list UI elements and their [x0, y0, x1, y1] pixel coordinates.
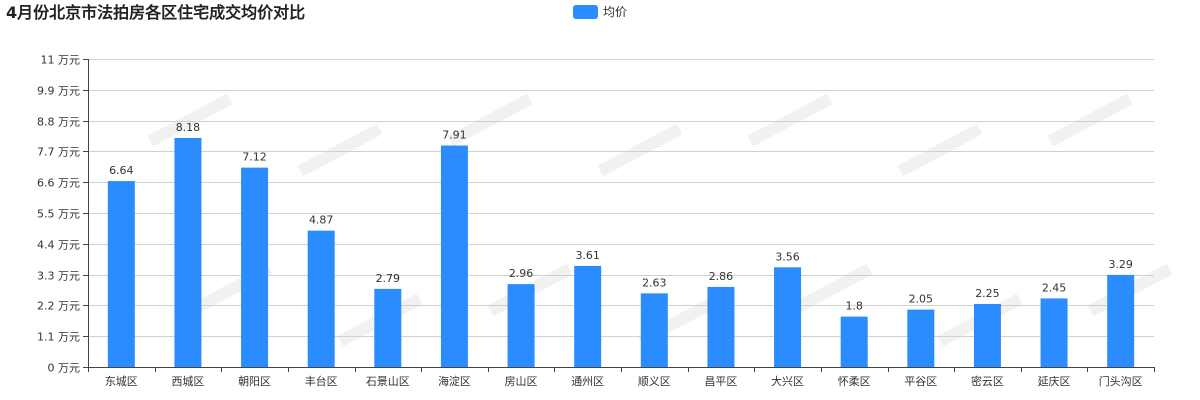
- bar: [174, 137, 202, 367]
- watermark-mark: [148, 94, 232, 146]
- bar: [107, 181, 135, 367]
- data-label: 3.61: [575, 249, 600, 262]
- data-label: 1.8: [845, 300, 863, 313]
- data-label: 2.79: [376, 272, 401, 285]
- y-tick-label: 4.4 万元: [37, 239, 80, 252]
- bar: [907, 309, 935, 367]
- watermark-mark: [1048, 94, 1132, 146]
- data-label: 2.86: [709, 270, 734, 283]
- x-category-label: 大兴区: [771, 374, 804, 388]
- bar: [1107, 274, 1135, 367]
- y-tick-label: 9.9 万元: [37, 85, 80, 98]
- data-label: 2.05: [909, 293, 934, 306]
- data-label: 7.91: [442, 129, 467, 142]
- data-label: 2.45: [1042, 281, 1067, 294]
- data-label: 4.87: [309, 214, 334, 227]
- y-tick-label: 8.8 万元: [37, 116, 80, 129]
- data-label: 2.25: [975, 287, 1000, 300]
- watermark-mark: [298, 124, 382, 176]
- y-tick-label: 11 万元: [41, 54, 81, 67]
- bars: [107, 137, 1135, 367]
- data-label: 3.29: [1108, 258, 1133, 271]
- y-tick-label: 1.1 万元: [37, 331, 80, 344]
- y-tick-label: 2.2 万元: [37, 300, 80, 313]
- x-category-label: 房山区: [505, 375, 538, 388]
- y-tick-label: 5.5 万元: [37, 208, 80, 221]
- legend[interactable]: 均价: [573, 4, 627, 20]
- data-label: 3.56: [775, 250, 800, 263]
- bar: [1040, 298, 1068, 367]
- data-label: 8.18: [176, 121, 201, 134]
- bar: [640, 293, 668, 367]
- labels: 0 万元 1.1 万元 2.2 万元 3.3 万元 4.4 万元 5.5 万元 6.6 万元…: [37, 54, 1143, 389]
- watermark-mark: [598, 124, 682, 176]
- bar: [840, 316, 868, 367]
- x-category-label: 朝阳区: [238, 375, 271, 388]
- y-tick-label: 7.7 万元: [37, 146, 80, 159]
- bar: [241, 167, 269, 367]
- watermark-mark: [898, 124, 982, 176]
- data-label: 7.12: [242, 151, 267, 164]
- bar: [507, 284, 535, 367]
- x-category-label: 海淀区: [438, 374, 471, 388]
- data-label: 2.96: [509, 267, 534, 280]
- x-category-label: 丰台区: [305, 374, 338, 388]
- axes: [83, 59, 1155, 372]
- watermark-mark: [448, 94, 532, 146]
- x-category-label: 通州区: [571, 375, 604, 388]
- x-category-label: 门头沟区: [1099, 374, 1143, 388]
- x-category-label: 东城区: [105, 375, 138, 388]
- bar: [574, 265, 602, 367]
- watermark-mark: [748, 94, 832, 146]
- watermark-mark: [788, 264, 872, 316]
- chart-title: 4月份北京市法拍房各区住宅成交均价对比: [6, 3, 306, 22]
- legend-swatch: [573, 5, 598, 19]
- bar: [707, 286, 735, 367]
- bar: [774, 267, 802, 367]
- x-category-label: 怀柔区: [838, 375, 871, 388]
- y-tick-label: 0 万元: [48, 362, 81, 375]
- bar: [973, 304, 1001, 367]
- y-tick-label: 6.6 万元: [37, 177, 80, 190]
- x-category-label: 西城区: [171, 375, 204, 388]
- y-tick-label: 3.3 万元: [37, 270, 80, 283]
- bar: [440, 145, 468, 367]
- x-category-label: 密云区: [971, 374, 1004, 388]
- data-label: 2.63: [642, 276, 667, 289]
- data-label: 6.64: [109, 164, 134, 177]
- x-category-label: 昌平区: [704, 375, 737, 388]
- x-category-label: 顺义区: [638, 375, 671, 388]
- x-category-label: 石景山区: [366, 375, 410, 388]
- legend-label: 均价: [603, 5, 628, 19]
- x-category-label: 平谷区: [904, 375, 937, 388]
- bar: [307, 230, 335, 367]
- bar: [374, 288, 402, 367]
- x-category-label: 延庆区: [1038, 374, 1071, 388]
